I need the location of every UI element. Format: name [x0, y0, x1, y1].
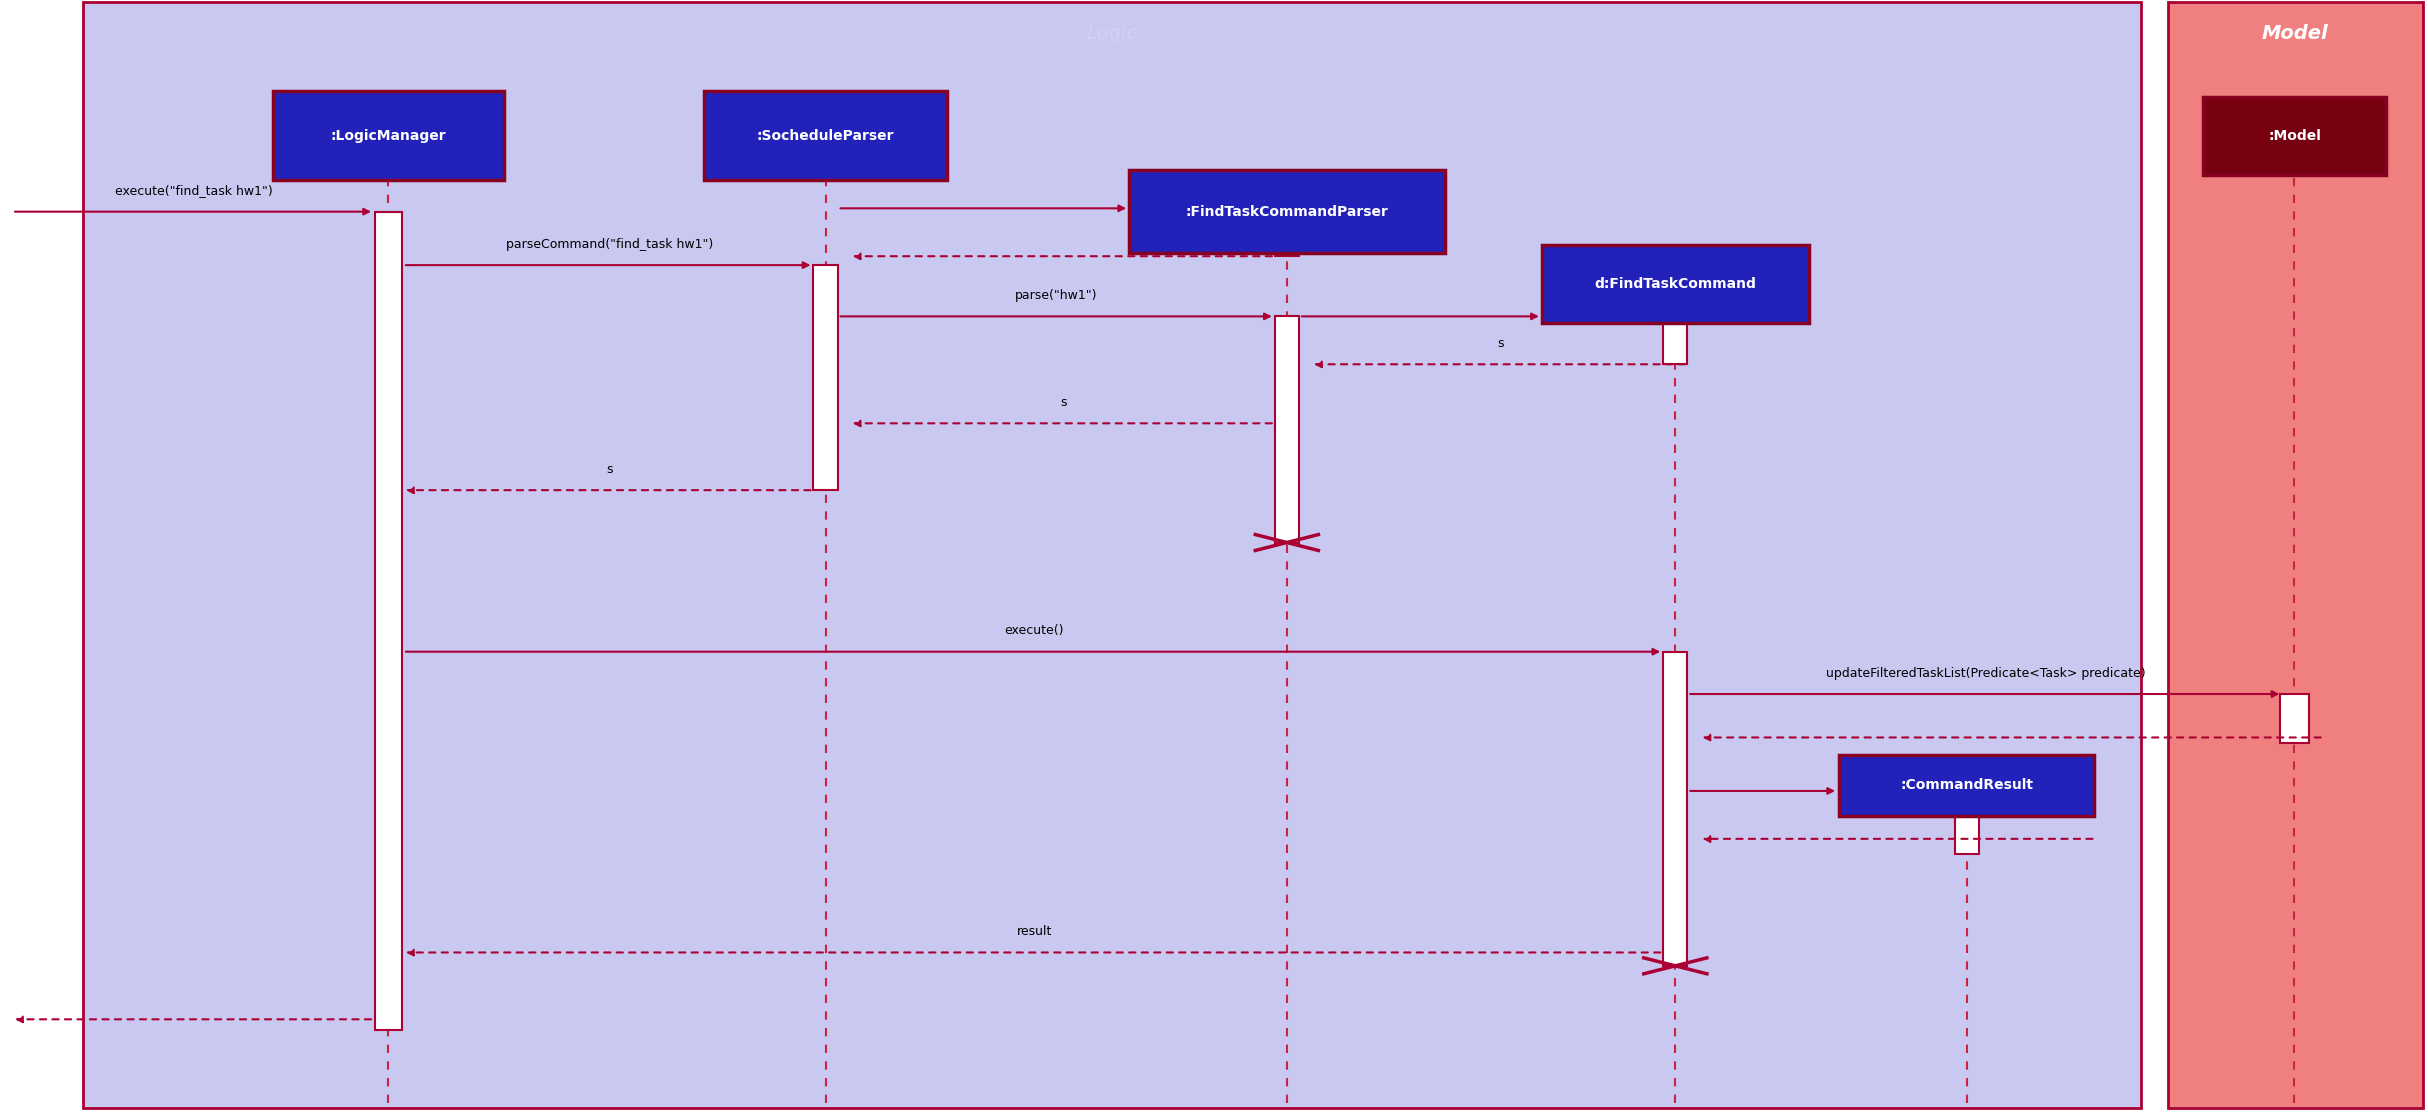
Bar	[1275, 316, 1299, 543]
Text: :LogicManager: :LogicManager	[330, 129, 447, 143]
Text: result: result	[1017, 925, 1051, 938]
Text: :SocheduleParser: :SocheduleParser	[758, 129, 894, 143]
Text: Logic: Logic	[1085, 23, 1139, 43]
Bar	[1840, 755, 2093, 815]
Bar	[813, 265, 838, 490]
Bar	[1663, 652, 1687, 966]
Bar	[704, 91, 947, 180]
Bar	[1275, 208, 1299, 256]
Text: :FindTaskCommandParser: :FindTaskCommandParser	[1185, 205, 1389, 218]
Text: d:FindTaskCommand: d:FindTaskCommand	[1595, 277, 1755, 291]
Text: updateFilteredTaskList(Predicate<Task> predicate): updateFilteredTaskList(Predicate<Task> p…	[1826, 666, 2146, 680]
Bar	[274, 91, 505, 180]
Text: parse("hw1"): parse("hw1")	[1015, 289, 1097, 302]
Bar	[1955, 791, 1979, 854]
Text: s: s	[1061, 395, 1066, 409]
Text: s: s	[607, 462, 612, 476]
Bar	[1663, 316, 1687, 364]
Text: execute("find_task hw1"): execute("find_task hw1")	[117, 184, 272, 197]
Bar	[374, 212, 403, 1030]
Text: s: s	[1498, 336, 1503, 350]
Bar	[2205, 97, 2384, 175]
Bar	[1542, 245, 1809, 323]
Bar	[83, 2, 2141, 1108]
Text: execute(): execute()	[1005, 624, 1063, 637]
Text: Model: Model	[2260, 23, 2328, 43]
Bar	[2168, 2, 2423, 1108]
Text: :CommandResult: :CommandResult	[1901, 779, 2032, 792]
Bar	[1129, 169, 1445, 253]
Text: :Model: :Model	[2268, 129, 2321, 143]
Text: parseCommand("find_task hw1"): parseCommand("find_task hw1")	[505, 237, 714, 251]
Bar	[2280, 694, 2309, 743]
